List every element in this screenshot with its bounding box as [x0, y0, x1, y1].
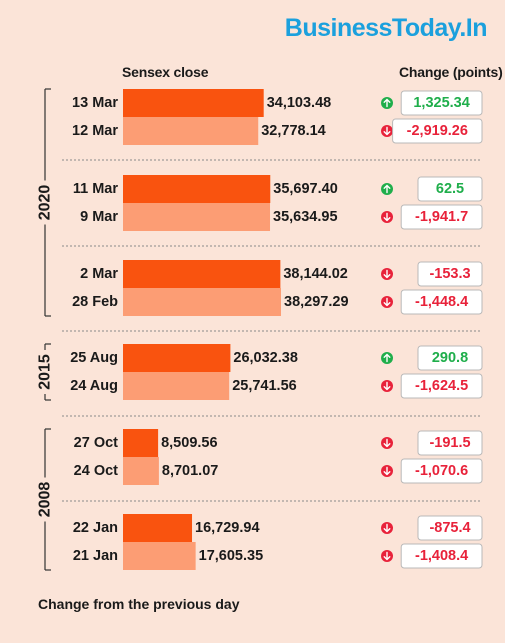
date-label: 24 Oct	[74, 463, 118, 479]
year-label: 2015	[37, 354, 54, 390]
change-box	[417, 515, 483, 541]
sensex-bar	[123, 372, 230, 400]
change-box	[417, 430, 483, 456]
date-label: 27 Oct	[74, 435, 118, 451]
close-value-label: 8,701.07	[162, 463, 218, 479]
sensex-bar	[123, 203, 271, 231]
date-label: 25 Aug	[70, 350, 118, 366]
change-value: -153.3	[429, 266, 470, 282]
year-label: 2020	[37, 185, 54, 221]
arrow-down-glyph	[383, 466, 391, 476]
arrow-down-glyph	[383, 523, 391, 533]
change-points-header: Change (points)	[399, 64, 503, 80]
change-box	[400, 373, 483, 399]
close-value-label: 38,144.02	[283, 266, 348, 282]
date-label: 28 Feb	[72, 294, 118, 310]
change-box	[417, 345, 483, 371]
change-box	[400, 543, 483, 569]
date-label: 2 Mar	[80, 266, 118, 282]
change-box	[417, 261, 483, 287]
change-value: -1,070.6	[415, 463, 468, 479]
sensex-bar	[123, 260, 281, 288]
date-label: 24 Aug	[70, 378, 118, 394]
date-label: 21 Jan	[73, 548, 118, 564]
date-label: 13 Mar	[72, 95, 118, 111]
date-label: 22 Jan	[73, 520, 118, 536]
change-value: -875.4	[429, 520, 470, 536]
change-value: -1,941.7	[415, 209, 468, 225]
sensex-bar	[123, 514, 193, 542]
year-label: 2008	[37, 482, 54, 518]
arrow-up-glyph	[383, 98, 391, 108]
arrow-down-glyph	[383, 381, 391, 391]
arrow-down-glyph	[383, 551, 391, 561]
sensex-bar	[123, 117, 259, 145]
change-value: 62.5	[436, 181, 464, 197]
change-value: -1,408.4	[415, 548, 468, 564]
arrow-up-glyph	[383, 353, 391, 363]
arrow-down-glyph	[383, 269, 391, 279]
date-label: 11 Mar	[73, 181, 118, 197]
brand-logo: BusinessToday.In	[284, 14, 488, 42]
sensex-bar	[123, 429, 159, 457]
year-label-bg	[36, 350, 54, 394]
year-label-bg	[36, 180, 54, 225]
change-box	[400, 204, 483, 230]
sensex-bar	[123, 175, 271, 203]
sensex-bar	[123, 89, 264, 117]
arrow-up-glyph	[383, 184, 391, 194]
date-label: 12 Mar	[72, 123, 118, 139]
close-value-label: 25,741.56	[232, 378, 297, 394]
close-value-label: 35,634.95	[273, 209, 338, 225]
close-value-label: 16,729.94	[195, 520, 260, 536]
arrow-down-glyph	[383, 212, 391, 222]
change-box	[400, 458, 483, 484]
sensex-bar	[123, 542, 196, 570]
close-value-label: 8,509.56	[161, 435, 217, 451]
change-value: -1,624.5	[415, 378, 468, 394]
change-box	[400, 90, 483, 116]
change-value: 1,325.34	[413, 95, 469, 111]
footer-note: Change from the previous day	[38, 596, 240, 612]
arrow-down-glyph	[383, 438, 391, 448]
sensex-close-header: Sensex close	[122, 64, 209, 80]
close-value-label: 17,605.35	[199, 548, 264, 564]
sensex-bar	[123, 344, 231, 372]
arrow-down-glyph	[383, 126, 391, 136]
change-value: -1,448.4	[415, 294, 468, 310]
close-value-label: 26,032.38	[233, 350, 298, 366]
close-value-label: 35,697.40	[273, 181, 338, 197]
close-value-label: 32,778.14	[261, 123, 326, 139]
change-value: -191.5	[429, 435, 470, 451]
change-value: -2,919.26	[407, 123, 468, 139]
change-value: 290.8	[432, 350, 468, 366]
sensex-bar	[123, 288, 281, 316]
change-box	[417, 176, 483, 202]
change-box	[400, 289, 483, 315]
arrow-down-glyph	[383, 297, 391, 307]
close-value-label: 38,297.29	[284, 294, 349, 310]
close-value-label: 34,103.48	[267, 95, 332, 111]
year-label-bg	[36, 477, 54, 522]
sensex-bar	[123, 457, 159, 485]
change-box	[392, 118, 483, 144]
date-label: 9 Mar	[80, 209, 118, 225]
